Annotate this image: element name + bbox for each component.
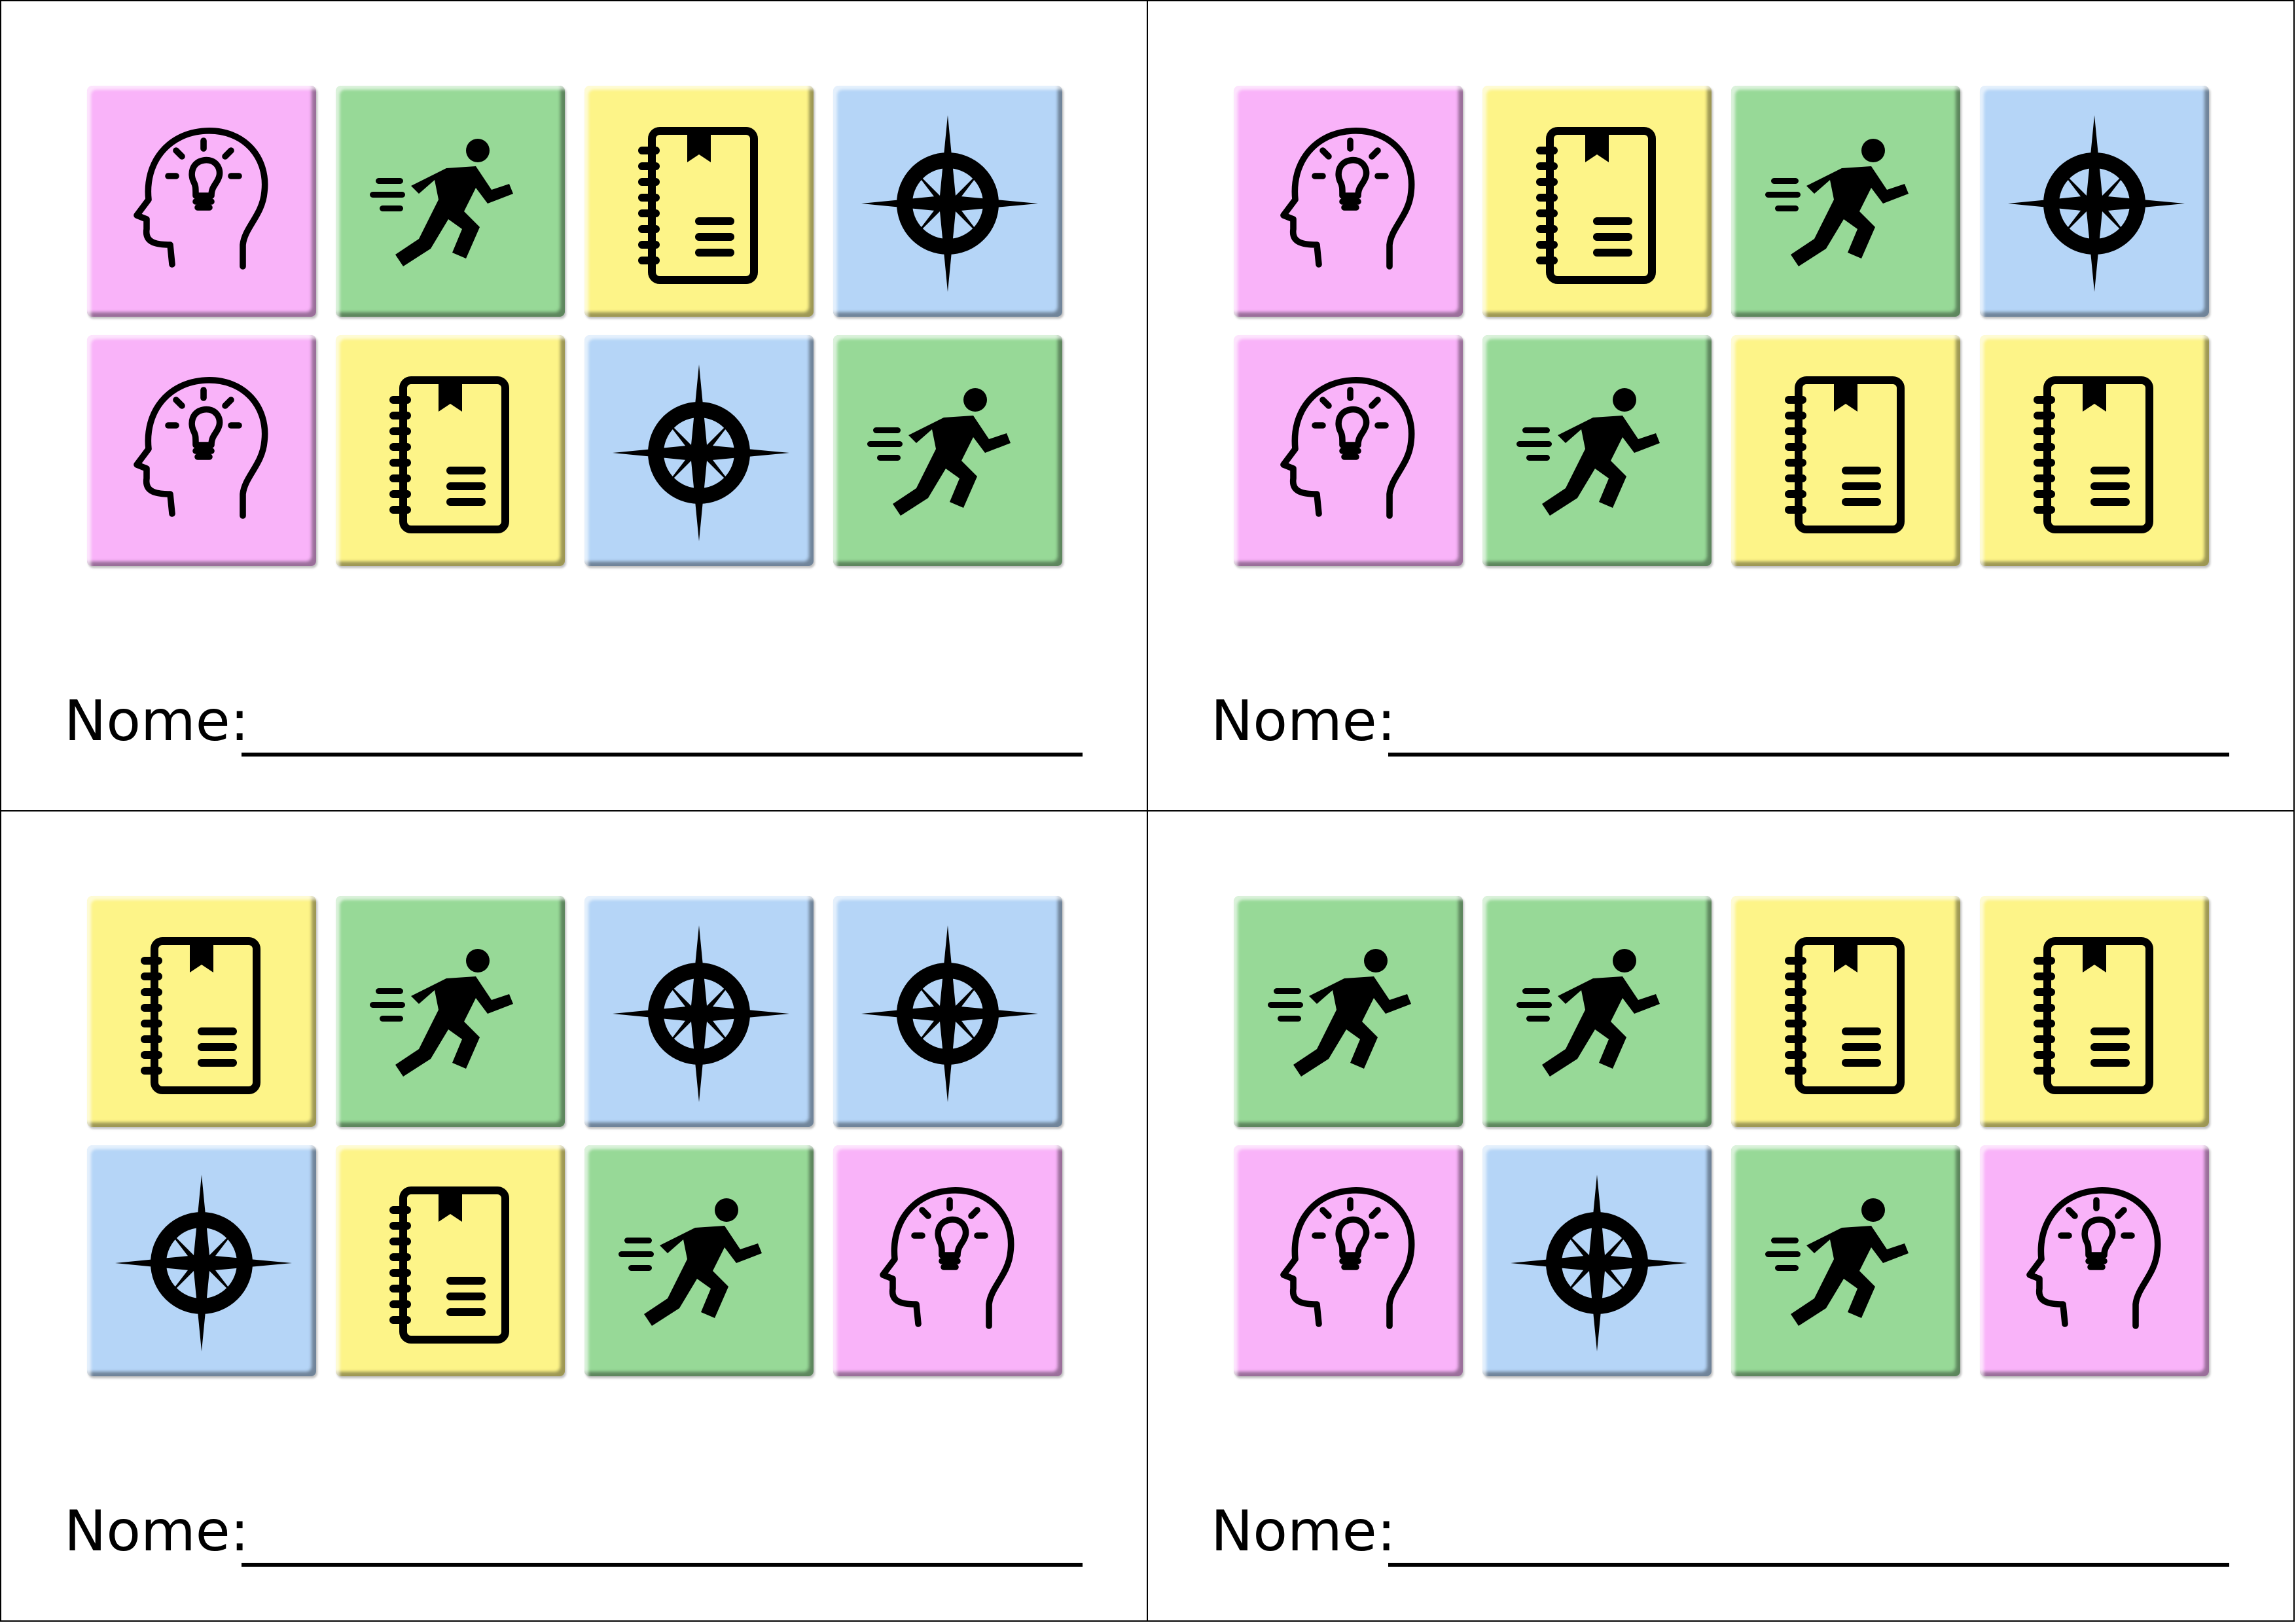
tile-head-lightbulb [87, 335, 316, 566]
tile-notebook [1731, 896, 1960, 1127]
compass-rose-icon [1996, 103, 2193, 300]
notebook-icon [1499, 103, 1695, 300]
card-1: Nome: [0, 0, 1148, 812]
running-person-icon [1748, 1163, 1944, 1359]
running-person-icon [850, 353, 1046, 549]
running-person-icon [1499, 914, 1695, 1110]
tile-notebook [87, 896, 316, 1127]
head-lightbulb-icon [850, 1163, 1046, 1359]
tile-notebook [1482, 86, 1712, 317]
card-2: Nome: [1147, 0, 2295, 812]
head-lightbulb-icon [1250, 1163, 1446, 1359]
head-lightbulb-icon [103, 353, 300, 549]
name-field: Nome: [1211, 1499, 2229, 1577]
tile-grid [1234, 86, 2209, 567]
tile-head-lightbulb [1234, 86, 1463, 317]
running-person-icon [352, 914, 548, 1110]
head-lightbulb-icon [1250, 353, 1446, 549]
tile-notebook [336, 1145, 565, 1376]
notebook-icon [601, 103, 797, 300]
name-field: Nome: [64, 688, 1083, 767]
compass-rose-icon [103, 1163, 300, 1359]
name-label: Nome: [64, 688, 249, 754]
name-label: Nome: [64, 1499, 249, 1564]
tile-notebook [1980, 896, 2209, 1127]
compass-rose-icon [1499, 1163, 1695, 1359]
tile-compass-rose [1980, 86, 2209, 317]
tile-grid [87, 896, 1062, 1377]
tile-running-person [1482, 335, 1712, 566]
tile-head-lightbulb [87, 86, 316, 317]
running-person-icon [1250, 914, 1446, 1110]
tile-compass-rose [1482, 1145, 1712, 1376]
tile-grid [1234, 896, 2209, 1377]
running-person-icon [1748, 103, 1944, 300]
name-label: Nome: [1211, 688, 1396, 754]
compass-rose-icon [850, 103, 1046, 300]
tile-running-person [1482, 896, 1712, 1127]
tile-compass-rose [584, 896, 814, 1127]
card-4: Nome: [1147, 810, 2295, 1622]
tile-running-person [1234, 896, 1463, 1127]
tile-notebook [1731, 335, 1960, 566]
head-lightbulb-icon [1996, 1163, 2193, 1359]
head-lightbulb-icon [103, 103, 300, 300]
tile-head-lightbulb [1234, 1145, 1463, 1376]
tile-running-person [584, 1145, 814, 1376]
notebook-icon [1996, 353, 2193, 549]
name-blank-line [242, 1563, 1083, 1567]
tile-running-person [1731, 1145, 1960, 1376]
tile-compass-rose [584, 335, 814, 566]
name-field: Nome: [1211, 688, 2229, 767]
tile-compass-rose [833, 86, 1062, 317]
tile-head-lightbulb [1980, 1145, 2209, 1376]
name-blank-line [1388, 753, 2229, 757]
name-label: Nome: [1211, 1499, 1396, 1564]
tile-running-person [833, 335, 1062, 566]
compass-rose-icon [850, 914, 1046, 1110]
tile-compass-rose [833, 896, 1062, 1127]
running-person-icon [1499, 353, 1695, 549]
notebook-icon [1748, 353, 1944, 549]
tile-head-lightbulb [1234, 335, 1463, 566]
notebook-icon [1748, 914, 1944, 1110]
notebook-icon [352, 1163, 548, 1359]
compass-rose-icon [601, 353, 797, 549]
tile-grid [87, 86, 1062, 567]
card-3: Nome: [0, 810, 1148, 1622]
tile-running-person [1731, 86, 1960, 317]
tile-running-person [336, 86, 565, 317]
tile-head-lightbulb [833, 1145, 1062, 1376]
running-person-icon [601, 1163, 797, 1359]
name-field: Nome: [64, 1499, 1083, 1577]
tile-notebook [584, 86, 814, 317]
tile-notebook [1980, 335, 2209, 566]
notebook-icon [103, 914, 300, 1110]
notebook-icon [352, 353, 548, 549]
name-blank-line [1388, 1563, 2229, 1567]
notebook-icon [1996, 914, 2193, 1110]
tile-compass-rose [87, 1145, 316, 1376]
running-person-icon [352, 103, 548, 300]
compass-rose-icon [601, 914, 797, 1110]
tile-running-person [336, 896, 565, 1127]
head-lightbulb-icon [1250, 103, 1446, 300]
name-blank-line [242, 753, 1083, 757]
tile-notebook [336, 335, 565, 566]
